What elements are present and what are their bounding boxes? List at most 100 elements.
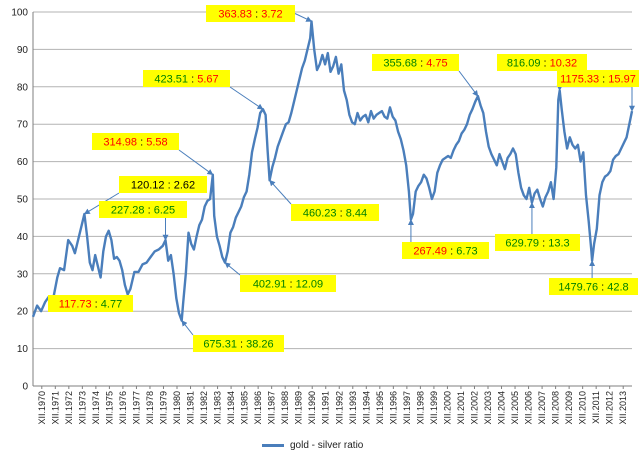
annotation-text: 816.09 : 10.32 <box>507 58 577 70</box>
x-tick-label: XII.1976 <box>118 391 128 425</box>
annotation-label: 402.91 : 12.09 <box>224 262 336 292</box>
x-tick-label: XII.1985 <box>240 391 250 425</box>
x-tick-label: XII.1974 <box>91 391 101 425</box>
annotation-text: 355.68 : 4.75 <box>383 58 447 70</box>
annotation-gold-price: 675.31 <box>203 339 237 351</box>
annotation-silver-price: 5.58 <box>146 137 167 149</box>
x-tick-label: XII.1987 <box>267 391 277 425</box>
annotation-box <box>372 54 459 71</box>
legend-swatch <box>262 443 284 447</box>
annotation-box <box>119 176 207 193</box>
annotation-text: 460.23 : 8.44 <box>303 208 367 220</box>
x-tick-label: XII.1982 <box>199 391 209 425</box>
annotation-text: 117.73 : 4.77 <box>59 299 122 311</box>
y-tick-label: 10 <box>17 344 29 355</box>
x-tick-label: XII.1986 <box>253 391 263 425</box>
annotation-silver-price: 4.77 <box>101 299 122 311</box>
annotation-gold-price: 355.68 <box>383 58 417 70</box>
x-tick-label: XII.2003 <box>483 391 493 425</box>
annotation-gold-price: 267.49 <box>413 246 447 258</box>
x-tick-label: XII.1997 <box>402 391 412 425</box>
annotation-arrow <box>458 70 479 97</box>
x-tick-label: XII.1995 <box>375 391 385 425</box>
x-tick-label: XII.1971 <box>50 391 60 425</box>
annotation-separator: : <box>417 58 426 70</box>
x-tick-label: XII.1993 <box>348 391 358 425</box>
x-tick-label: XII.2000 <box>442 391 452 425</box>
annotation-separator: : <box>447 246 456 258</box>
annotation-box <box>402 242 489 259</box>
x-tick-label: XII.1978 <box>145 391 155 425</box>
annotation-separator: : <box>137 137 146 149</box>
annotation-separator: : <box>286 279 295 291</box>
annotation-silver-price: 10.32 <box>550 58 578 70</box>
annotation-box <box>495 234 580 251</box>
y-tick-label: 60 <box>17 157 29 168</box>
annotation-box <box>291 204 379 221</box>
annotation-label: 675.31 : 38.26 <box>181 320 284 352</box>
x-tick-label: XII.2013 <box>618 391 628 425</box>
annotation-gold-price: 227.28 <box>111 205 145 217</box>
x-tick-label: XII.1990 <box>307 391 317 425</box>
x-tick-label: XII.2006 <box>524 391 534 425</box>
annotation-silver-price: 2.62 <box>174 180 195 192</box>
x-tick-label: XII.2005 <box>510 391 520 425</box>
annotation-label: 267.49 : 6.73 <box>402 218 489 259</box>
x-tick-label: XII.1975 <box>104 391 114 425</box>
annotation-gold-price: 460.23 <box>303 208 337 220</box>
y-tick-label: 70 <box>17 120 29 131</box>
y-tick-label: 40 <box>17 232 29 243</box>
annotation-gold-price: 1479.76 <box>558 282 598 294</box>
x-tick-label: XII.1977 <box>131 391 141 425</box>
x-tick-label: XII.1980 <box>172 391 182 425</box>
legend-label: gold - silver ratio <box>290 439 364 451</box>
annotation-gold-price: 120.12 <box>131 180 165 192</box>
annotation-arrow <box>224 262 241 276</box>
annotation-gold-price: 423.51 <box>154 74 188 86</box>
annotation-box <box>497 54 587 71</box>
annotation-gold-price: 363.83 <box>218 9 252 21</box>
annotation-separator: : <box>599 74 608 86</box>
axes <box>32 12 632 389</box>
annotation-label: 423.51 : 5.67 <box>143 70 264 110</box>
annotation-label: 355.68 : 4.75 <box>372 54 479 97</box>
annotation-label: 1479.76 : 42.8 <box>549 260 638 295</box>
x-tick-label: XII.1989 <box>294 391 304 425</box>
annotation-text: 267.49 : 6.73 <box>413 246 477 258</box>
legend: gold - silver ratio <box>262 438 363 452</box>
annotation-gold-price: 117.73 <box>59 299 92 311</box>
y-tick-labels: 0 10 20 30 40 50 60 70 80 90 100 <box>11 8 28 393</box>
x-tick-label: XII.1988 <box>280 391 290 425</box>
x-tick-label: XII.1970 <box>37 391 47 425</box>
annotation-arrow <box>178 149 214 176</box>
annotation-text: 120.12 : 2.62 <box>131 180 195 192</box>
annotation-separator: : <box>252 9 261 21</box>
x-tick-label: XII.2009 <box>564 391 574 425</box>
annotation-arrow <box>269 179 292 205</box>
annotation-gold-price: 314.98 <box>103 137 137 149</box>
annotation-label: 120.12 : 2.62 <box>83 176 207 215</box>
y-tick-label: 20 <box>17 307 29 318</box>
annotation-gold-price: 1175.33 <box>560 74 599 86</box>
series-lines <box>31 20 634 322</box>
annotation-gold-price: 629.79 <box>505 238 539 250</box>
annotation-silver-price: 15.97 <box>608 74 636 86</box>
annotation-label: 117.73 : 4.77 <box>48 293 133 312</box>
annotation-text: 675.31 : 38.26 <box>203 339 273 351</box>
annotation-text: 363.83 : 3.72 <box>218 9 282 21</box>
annotation-arrow <box>229 86 264 110</box>
annotation-box <box>240 275 336 292</box>
annotation-box <box>48 295 133 312</box>
annotation-label: 460.23 : 8.44 <box>269 179 379 221</box>
annotation-label: 314.98 : 5.58 <box>92 133 214 176</box>
annotation-text: 1175.33 : 15.97 <box>560 74 636 86</box>
annotation-text: 1479.76 : 42.8 <box>558 282 628 294</box>
x-tick-label: XII.2007 <box>537 391 547 425</box>
annotation-label: 363.83 : 3.72 <box>206 5 313 22</box>
annotation-gold-price: 402.91 <box>253 279 287 291</box>
annotation-separator: : <box>188 74 197 86</box>
annotation-arrow <box>181 320 194 336</box>
x-tick-label: XII.1994 <box>361 391 371 425</box>
annotation-text: 402.91 : 12.09 <box>253 279 323 291</box>
annotation-label: 1175.33 : 15.97 <box>557 70 639 112</box>
